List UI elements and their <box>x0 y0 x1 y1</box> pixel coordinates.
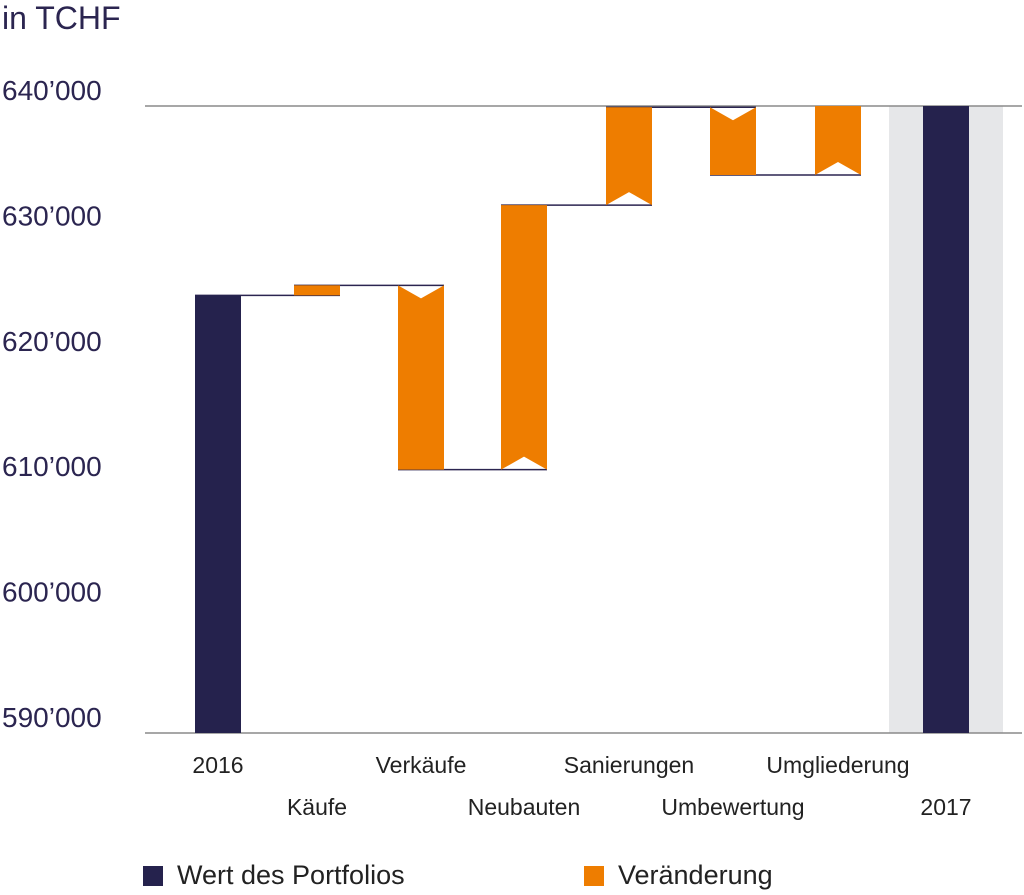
y-tick-label: 630’000 <box>2 200 102 231</box>
y-tick-label: 610’000 <box>2 451 102 482</box>
y-tick-label: 600’000 <box>2 577 102 608</box>
bar-change <box>294 285 340 296</box>
bar-change <box>501 205 547 470</box>
bar-change <box>710 107 756 175</box>
waterfall-chart: 590’000 600’000 610’000 620’000 630’000 640’0… <box>2 75 1022 820</box>
x-tick-label: Neubauten <box>468 794 581 820</box>
x-tick-label: Käufe <box>287 794 347 820</box>
legend: Wert des Portfolios Veränderung <box>0 860 1024 894</box>
x-tick-label: 2016 <box>192 752 243 778</box>
bar-total <box>923 106 969 733</box>
y-tick-label: 640’000 <box>2 75 102 106</box>
unit-label: in TCHF <box>2 0 121 36</box>
y-tick-label: 590’000 <box>2 702 102 733</box>
legend-label-change: Veränderung <box>618 860 773 890</box>
legend-item-change: Veränderung <box>584 860 773 891</box>
legend-item-total: Wert des Portfolios <box>143 860 405 891</box>
y-tick-label: 620’000 <box>2 326 102 357</box>
legend-label-total: Wert des Portfolios <box>177 860 405 890</box>
x-tick-label: Umgliederung <box>766 752 909 778</box>
legend-swatch-change <box>584 865 604 886</box>
bar-total <box>195 295 241 733</box>
bar-change <box>606 107 652 206</box>
bar-change <box>815 106 861 175</box>
x-tick-label: Sanierungen <box>564 752 694 778</box>
x-tick-label: Umbewertung <box>661 794 804 820</box>
legend-swatch-total <box>143 865 163 886</box>
bar-change <box>398 285 444 470</box>
x-tick-label: 2017 <box>920 794 971 820</box>
x-tick-label: Verkäufe <box>376 752 467 778</box>
